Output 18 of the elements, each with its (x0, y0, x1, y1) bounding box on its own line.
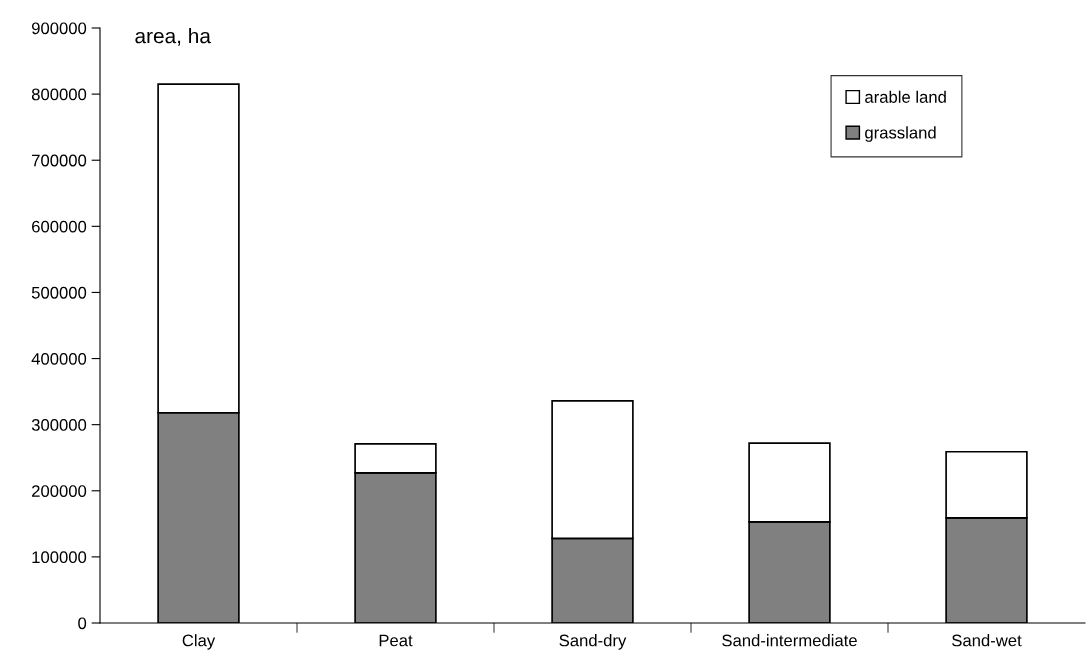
legend-label: arable land (865, 90, 946, 103)
legend-label: grassland (865, 126, 936, 142)
y-tick-label: 200000 (32, 485, 87, 497)
y-axis-title: area, ha (135, 28, 211, 46)
x-tick-label: Clay (182, 634, 216, 650)
y-tick-label: 600000 (32, 220, 87, 233)
y-tick-label: 900000 (31, 22, 87, 35)
x-tick-label: Sand-intermediate (722, 634, 857, 647)
y-tick-label: 0 (78, 617, 87, 630)
y-tick-label: 500000 (31, 286, 87, 299)
x-tick-label: Sand-wet (952, 634, 1022, 647)
x-tick-label: Sand-dry (559, 634, 627, 650)
x-tick-label: Peat (379, 634, 413, 647)
y-tick-label: 100000 (32, 551, 87, 564)
y-tick-label: 400000 (31, 352, 87, 365)
y-tick-label: 700000 (32, 154, 87, 167)
y-tick-label: 800000 (31, 88, 87, 101)
y-tick-label: 300000 (31, 419, 87, 431)
